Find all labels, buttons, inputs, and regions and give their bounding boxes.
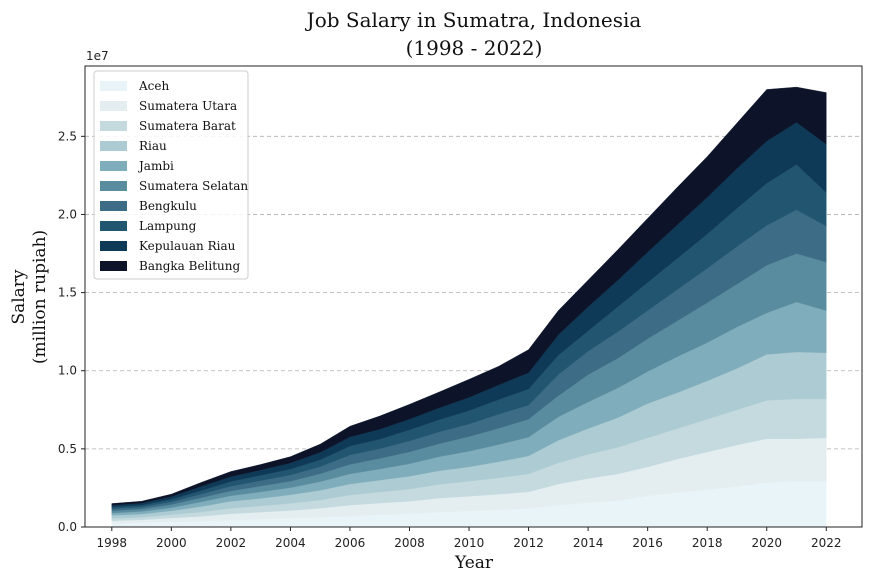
legend-label: Sumatera Utara (139, 99, 237, 113)
legend-swatch (100, 101, 127, 111)
legend-label: Sumatera Selatan (139, 179, 248, 193)
legend-swatch (100, 241, 127, 251)
x-axis-ticks: 1998 2000 2002 2004 2006 2008 2010 2012 2014 2016… (97, 527, 842, 550)
legend-swatch (100, 81, 127, 91)
x-tick-label: 2010 (454, 536, 485, 550)
legend-swatch (100, 201, 127, 211)
x-tick-label: 2002 (216, 536, 247, 550)
y-tick-label: 1.5 (58, 286, 77, 300)
legend-swatch (100, 181, 127, 191)
legend-swatch (100, 161, 127, 171)
x-tick-label: 2020 (751, 536, 782, 550)
y-axis-title-line-1: Salary (9, 269, 29, 324)
y-tick-label: 0.0 (58, 520, 77, 534)
x-tick-label: 2014 (573, 536, 604, 550)
x-tick-label: 2012 (513, 536, 544, 550)
legend-swatch (100, 261, 127, 271)
x-tick-label: 2006 (335, 536, 366, 550)
x-tick-label: 2000 (156, 536, 187, 550)
chart-title-line-2: (1998 - 2022) (406, 36, 543, 60)
x-tick-label: 1998 (97, 536, 128, 550)
y-tick-label: 2.5 (58, 129, 77, 143)
legend-swatch (100, 121, 127, 131)
legend-label: Sumatera Barat (139, 119, 236, 133)
legend-box (93, 70, 249, 280)
y-axis-ticks: 0.0 0.5 1.0 1.5 2.0 2.5 (58, 129, 85, 534)
area-series-bangka-belitung (111, 86, 827, 506)
y-tick-label: 2.0 (58, 207, 77, 221)
legend-label: Riau (139, 139, 167, 153)
x-tick-label: 2016 (632, 536, 663, 550)
y-axis-title-line-2: (million rupiah) (30, 230, 50, 364)
legend-swatch (100, 221, 127, 231)
legend-label: Aceh (138, 79, 169, 93)
stacked-areas (111, 86, 827, 528)
plot-frame (84, 65, 863, 528)
x-tick-label: 2004 (275, 536, 306, 550)
x-tick-label: 2022 (811, 536, 842, 550)
legend-label: Kepulauan Riau (139, 239, 236, 253)
y-offset-label: 1e7 (86, 49, 109, 63)
legend: Aceh Sumatera Utara Sumatera Barat Riau Jamb… (93, 70, 249, 280)
y-tick-label: 1.0 (58, 364, 77, 378)
y-tick-label: 0.5 (58, 442, 77, 456)
x-tick-label: 2018 (692, 536, 723, 550)
legend-label: Bengkulu (139, 199, 197, 213)
legend-label: Bangka Belitung (139, 259, 240, 273)
legend-swatch (100, 141, 127, 151)
x-axis-title: Year (454, 553, 494, 573)
x-tick-label: 2008 (394, 536, 425, 550)
legend-label: Lampung (139, 219, 197, 233)
legend-label: Jambi (137, 159, 174, 173)
chart-title-line-1: Job Salary in Sumatra, Indonesia (305, 8, 642, 32)
